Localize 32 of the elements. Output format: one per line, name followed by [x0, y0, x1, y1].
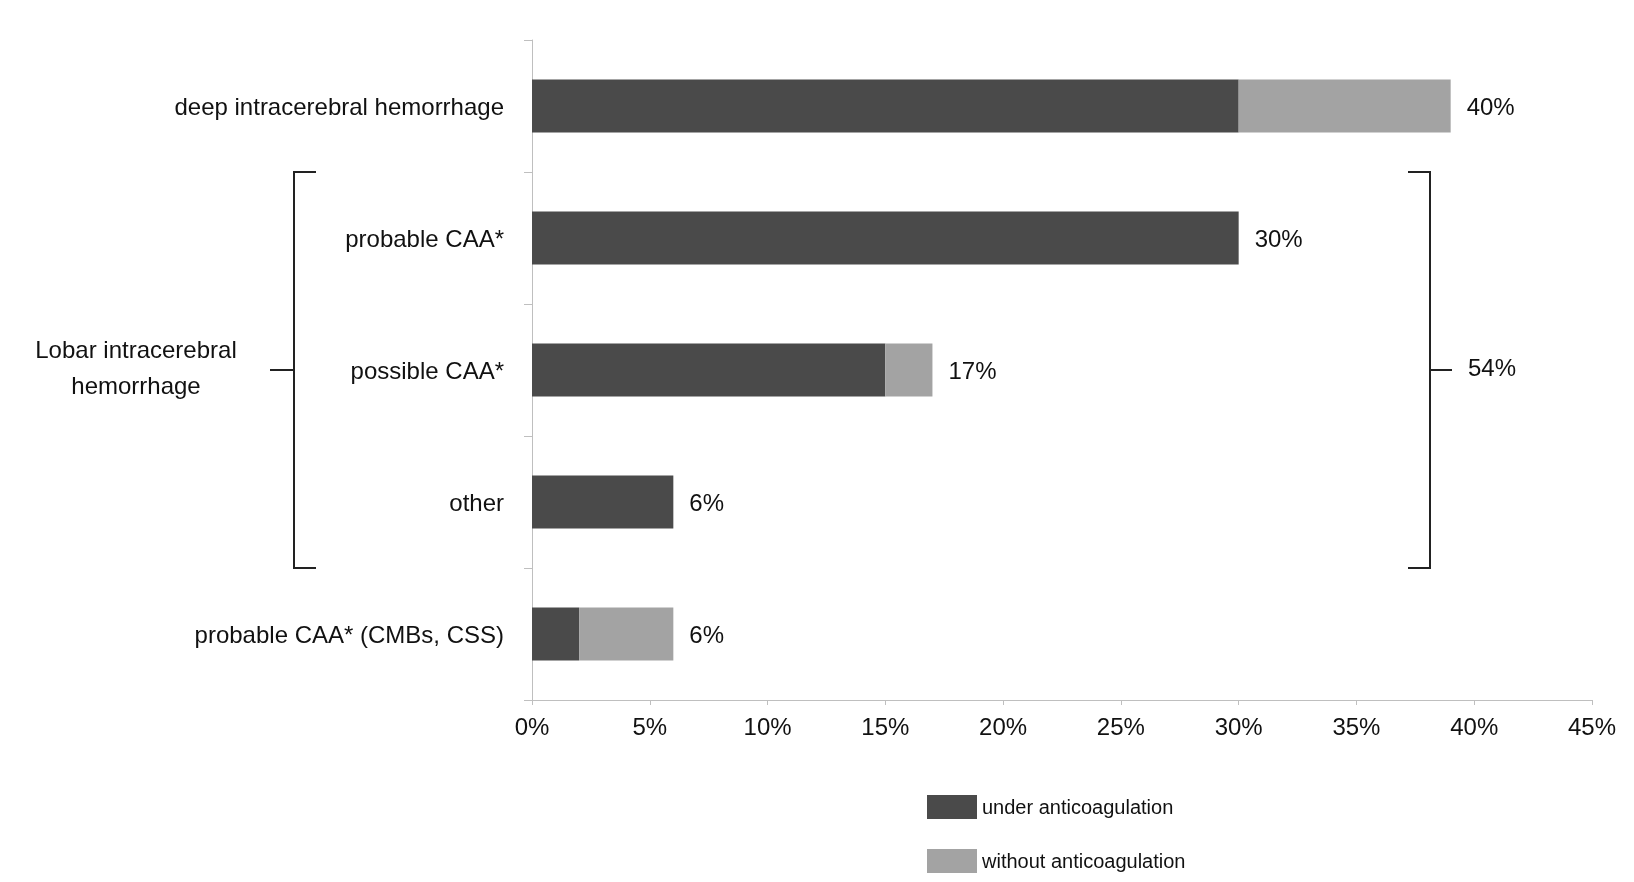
bar — [532, 79, 1239, 133]
text: Lobar intracerebral hemorrhage — [35, 336, 237, 400]
y-tick-label: probable CAA* — [345, 224, 504, 252]
y-tick-label: possible CAA* — [350, 356, 504, 384]
y-tick-label: deep intracerebral hemorrhage — [174, 92, 504, 120]
total-label: 40% — [1466, 92, 1515, 120]
x-tick-label: 40% — [1450, 712, 1499, 740]
bar — [532, 211, 1239, 265]
x-tick-label: 35% — [1332, 712, 1381, 740]
total-label: 17% — [948, 356, 997, 384]
x-tick-label: 0% — [514, 712, 550, 740]
x-tick-label: 15% — [861, 712, 910, 740]
y-tick-label: probable CAA* (CMBs, CSS) — [194, 620, 504, 648]
bar — [532, 475, 674, 529]
x-tick-label: 10% — [743, 712, 792, 740]
legend-label: without anticoagulation — [981, 850, 1186, 872]
x-tick-label: 45% — [1567, 712, 1617, 740]
x-tick-label: 5% — [632, 712, 668, 740]
bar — [579, 607, 674, 661]
y-tick-label: other — [449, 488, 505, 516]
annotation: 54% — [1468, 354, 1517, 382]
total-label: 6% — [689, 620, 725, 648]
total-label: 6% — [689, 488, 725, 516]
bar — [885, 343, 933, 397]
legend-label: under anticoagulation — [982, 796, 1174, 818]
total-label: 30% — [1254, 224, 1303, 252]
bar — [532, 607, 580, 661]
x-tick-label: 25% — [1096, 712, 1145, 740]
x-tick-label: 20% — [979, 712, 1028, 740]
bar — [1238, 79, 1451, 133]
x-tick-label: 30% — [1214, 712, 1263, 740]
bar — [532, 343, 886, 397]
